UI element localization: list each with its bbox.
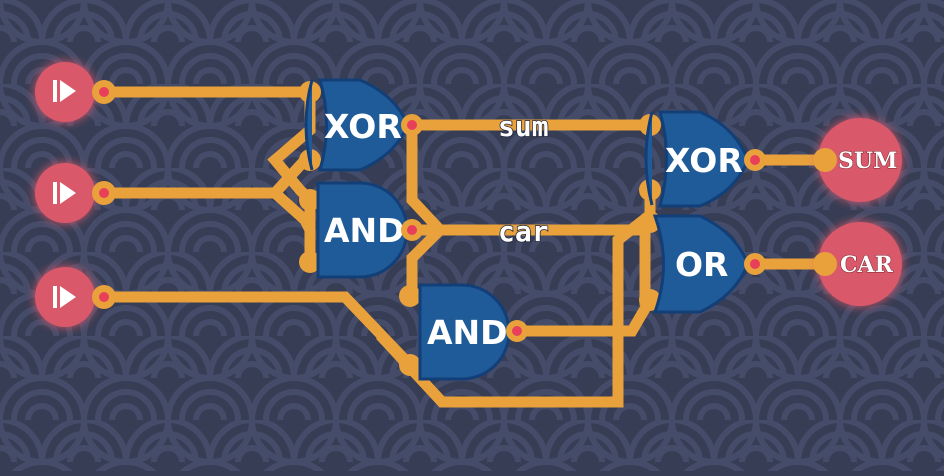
- gate-label-and-2: AND: [427, 313, 508, 352]
- input-pins: [92, 80, 116, 309]
- wire-label-sum: sum: [498, 110, 549, 143]
- gate-and-2[interactable]: AND: [399, 283, 528, 381]
- gate-xor-1[interactable]: XOR: [299, 78, 423, 172]
- gate-label-xor-1: XOR: [324, 107, 402, 146]
- output-sum: [818, 118, 902, 202]
- wire-label-car: car: [498, 215, 549, 248]
- gate-or-1[interactable]: OR: [639, 211, 766, 314]
- gate-label-or-1: OR: [675, 245, 728, 284]
- wire-and2-or[interactable]: [517, 297, 655, 337]
- play-bar-icon: [53, 80, 76, 102]
- output-car-pin: [813, 252, 837, 276]
- output-car: [818, 222, 902, 306]
- output-label-sum: SUM: [838, 148, 897, 174]
- wire-in3-xor2[interactable]: [375, 190, 656, 408]
- gate-label-and-1: AND: [324, 211, 405, 250]
- output-label-car: CAR: [840, 252, 894, 278]
- output-sum-pin: [813, 148, 837, 172]
- gate-and-1[interactable]: AND: [299, 181, 423, 279]
- play-bar-icon: [53, 182, 76, 204]
- wire-in2-and1[interactable]: [271, 188, 315, 233]
- gate-label-xor-2: XOR: [665, 141, 743, 180]
- play-bar-icon: [53, 286, 76, 308]
- gate-xor-2[interactable]: XOR: [639, 110, 766, 208]
